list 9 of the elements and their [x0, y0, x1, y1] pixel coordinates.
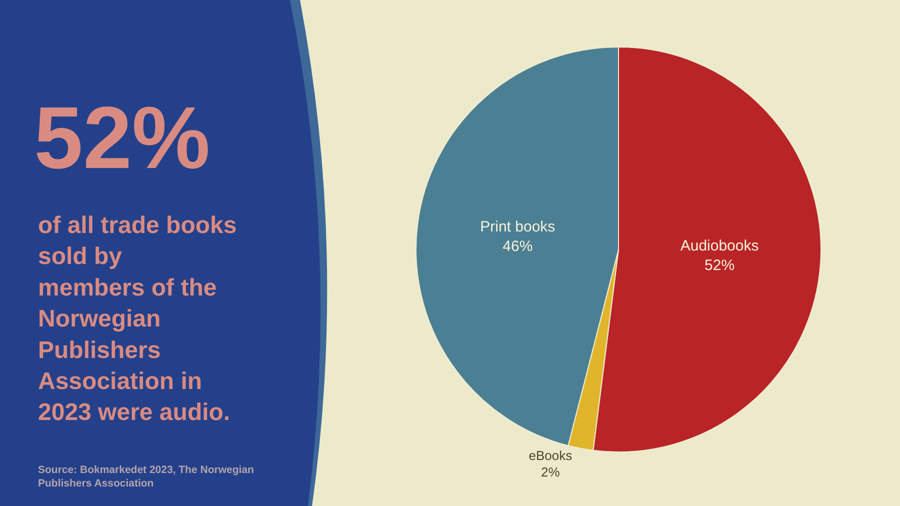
slice-label: eBooks: [528, 448, 573, 463]
data-label: 52%: [704, 257, 735, 274]
source-note: Source: Bokmarkedet 2023, The Norwegian Publishers Association: [38, 464, 254, 490]
data-label: 2%: [541, 464, 560, 480]
data-label: 46%: [502, 238, 533, 256]
slice-label: Print books: [480, 218, 556, 236]
text: 52%: [34, 88, 210, 187]
text: of all trade books sold by members of the Norwegian Publishers Association in 2023 were audio.: [38, 212, 237, 426]
slice-label: Audiobooks: [680, 238, 759, 255]
